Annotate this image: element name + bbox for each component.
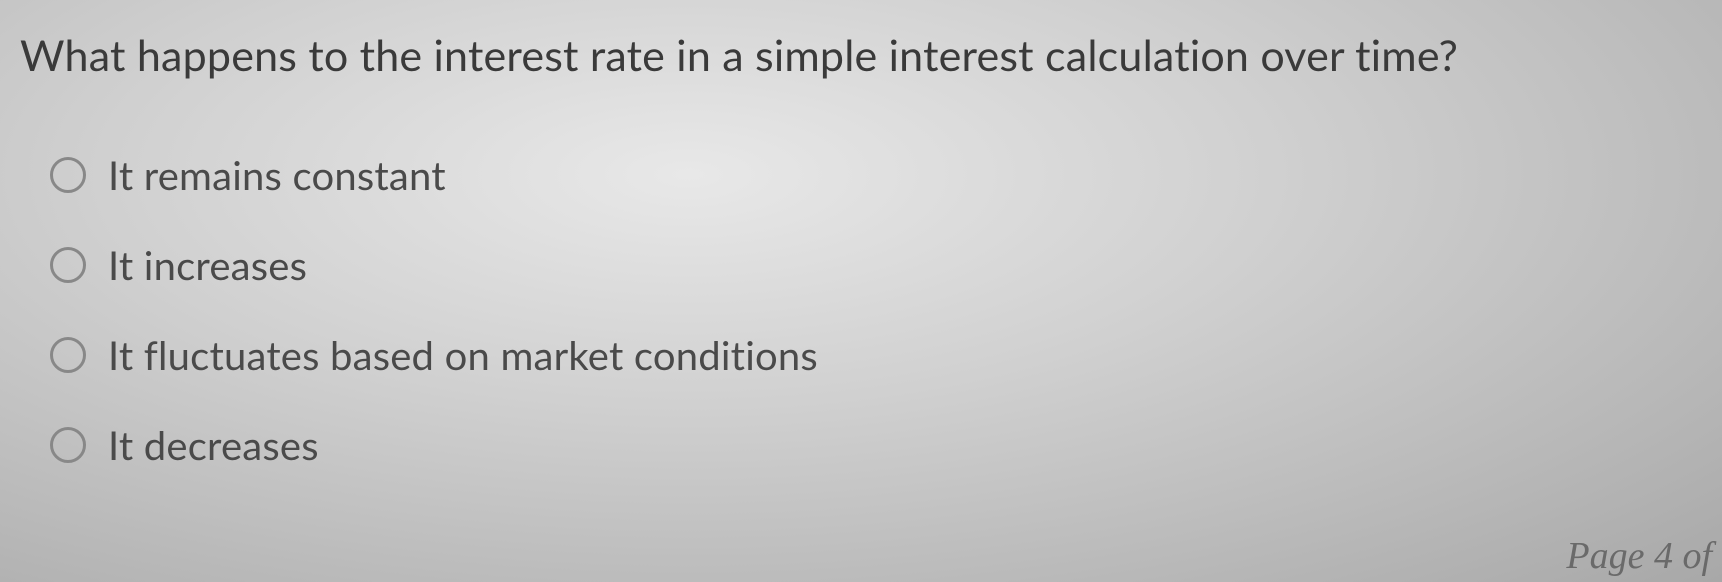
radio-icon[interactable] bbox=[50, 337, 86, 373]
option-row[interactable]: It fluctuates based on market conditions bbox=[50, 331, 1702, 379]
option-label: It fluctuates based on market conditions bbox=[108, 331, 818, 379]
option-row[interactable]: It increases bbox=[50, 241, 1702, 289]
question-container: What happens to the interest rate in a s… bbox=[0, 0, 1722, 469]
option-label: It remains constant bbox=[108, 151, 446, 199]
radio-icon[interactable] bbox=[50, 427, 86, 463]
page-indicator: Page 4 of bbox=[1566, 534, 1712, 578]
option-row[interactable]: It remains constant bbox=[50, 151, 1702, 199]
radio-icon[interactable] bbox=[50, 247, 86, 283]
options-list: It remains constant It increases It fluc… bbox=[20, 151, 1702, 469]
radio-icon[interactable] bbox=[50, 157, 86, 193]
option-label: It increases bbox=[108, 241, 307, 289]
question-text: What happens to the interest rate in a s… bbox=[20, 30, 1702, 81]
option-row[interactable]: It decreases bbox=[50, 421, 1702, 469]
option-label: It decreases bbox=[108, 421, 319, 469]
